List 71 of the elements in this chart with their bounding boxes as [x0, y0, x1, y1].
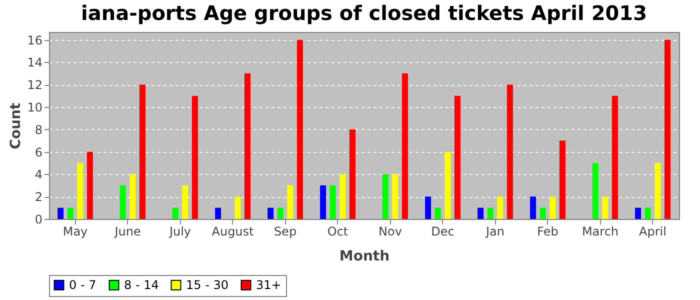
bar [130, 174, 136, 219]
x-tick-label: May [62, 224, 88, 238]
x-tick-label: August [212, 224, 254, 238]
bar [664, 40, 670, 219]
bar [402, 73, 408, 219]
x-tick-label: March [582, 224, 619, 238]
bar [592, 163, 598, 219]
x-tick-label: Oct [327, 224, 348, 238]
bar [506, 84, 513, 219]
bar [530, 196, 536, 219]
bar [444, 152, 451, 219]
bar [425, 196, 432, 219]
bar [612, 96, 618, 219]
bar [550, 196, 556, 219]
bar [559, 140, 566, 219]
legend-label: 8 - 14 [124, 278, 159, 292]
bar [77, 163, 84, 219]
y-tick-label: 0 [34, 212, 42, 226]
bar [478, 208, 484, 219]
y-tick-label: 2 [34, 190, 42, 204]
legend-label: 31+ [256, 278, 282, 292]
y-tick-label: 6 [34, 145, 42, 160]
x-tick-label: Jan [485, 224, 504, 238]
bar [215, 208, 222, 219]
legend-label: 0 - 7 [69, 278, 96, 292]
x-tick-label: April [639, 224, 666, 238]
bar [602, 196, 608, 219]
x-tick-label: July [168, 224, 192, 238]
bar [120, 185, 126, 219]
bar [540, 208, 546, 219]
bar [654, 163, 661, 219]
bar [277, 208, 284, 219]
bar [139, 84, 146, 219]
bar [349, 129, 356, 219]
bar [296, 40, 303, 219]
y-axis-title: Count [8, 102, 24, 150]
x-tick-label: Nov [378, 224, 402, 238]
bar [382, 174, 388, 219]
bar [268, 208, 274, 219]
bar [287, 185, 294, 219]
y-tick-label: 16 [27, 33, 42, 48]
bar [644, 208, 651, 219]
x-tick-label: Feb [537, 224, 558, 238]
bar [454, 96, 460, 219]
bar [635, 208, 642, 219]
bar [497, 196, 504, 219]
bar [234, 196, 241, 219]
y-tick-label: 10 [27, 100, 42, 115]
x-axis-title: Month [339, 248, 390, 264]
bar [192, 96, 198, 219]
bar [58, 208, 64, 219]
x-tick-label: June [114, 224, 141, 238]
bar [487, 208, 494, 219]
y-tick-label: 8 [34, 122, 42, 137]
chart-title: iana-ports Age groups of closed tickets April 2013 [80, 1, 648, 25]
bar [340, 174, 346, 219]
bar [182, 185, 188, 219]
bar [392, 174, 398, 219]
bar [320, 185, 326, 219]
bar [172, 208, 178, 219]
bar [67, 208, 74, 219]
legend-label: 15 - 30 [186, 278, 228, 292]
bar [434, 208, 441, 219]
y-tick-label: 4 [34, 168, 42, 182]
y-tick-label: 12 [27, 78, 42, 92]
bar [330, 185, 336, 219]
y-tick-label: 14 [27, 56, 42, 70]
x-tick-label: Dec [431, 224, 454, 238]
bar [244, 73, 250, 219]
x-tick-label: Sep [274, 224, 297, 238]
bar [86, 152, 93, 219]
